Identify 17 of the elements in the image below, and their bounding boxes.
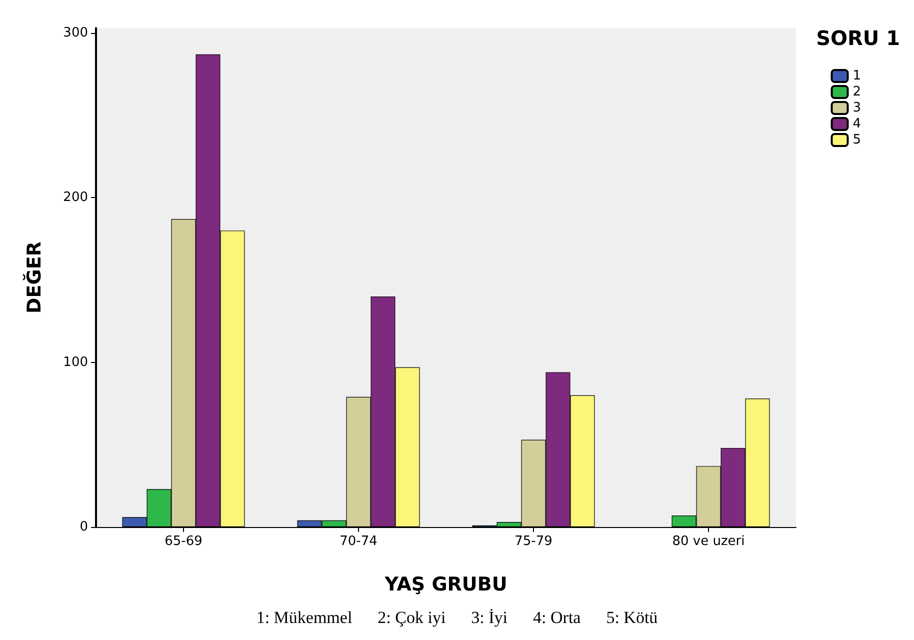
legend-label: 1 <box>852 68 862 84</box>
legend-label: 3 <box>852 100 862 116</box>
y-axis-title: DEĞER <box>22 241 46 314</box>
y-tick-label: 200 <box>63 190 88 206</box>
legend-label: 4 <box>852 116 862 132</box>
x-axis-title: YAŞ GRUBU <box>384 574 508 596</box>
x-tick-label: 65-69 <box>164 534 202 549</box>
legend-label: 2 <box>852 84 862 100</box>
x-tick-label: 75-79 <box>514 534 552 549</box>
x-tick-label: 80 ve uzeri <box>672 534 745 549</box>
x-tick-label: 70-74 <box>340 534 378 549</box>
text: 1: Mükemmel 2: Çok iyi 3: İyi 4: Orta 5: Kötü <box>256 608 658 627</box>
legend-title: SORU 1 <box>816 26 900 50</box>
legend-label: 5 <box>852 132 862 148</box>
y-tick-label: 300 <box>63 25 88 40</box>
y-tick-label: 0 <box>80 520 88 534</box>
y-tick-label: 100 <box>63 354 88 370</box>
